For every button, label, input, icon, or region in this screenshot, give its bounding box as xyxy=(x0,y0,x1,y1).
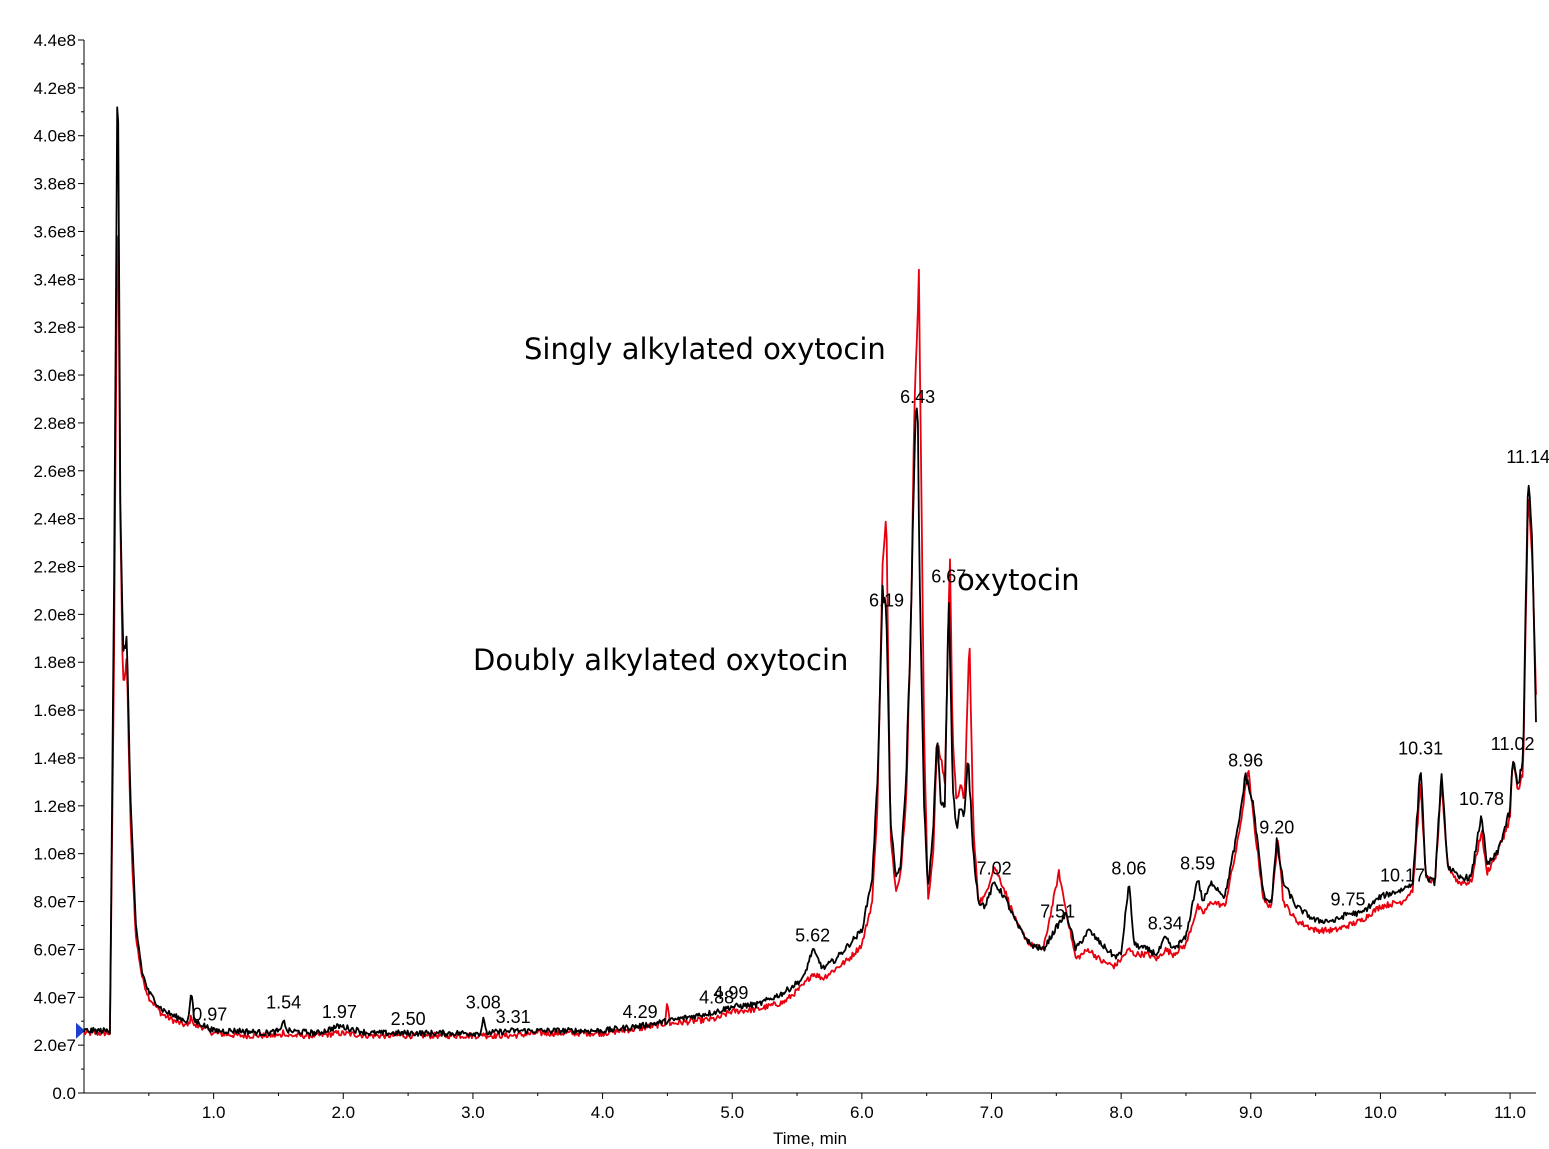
y-tick-label: 3.2e8 xyxy=(33,318,76,337)
y-tick-label: 2.4e8 xyxy=(33,510,76,529)
peak-label: 1.54 xyxy=(266,992,301,1012)
peak-label: 8.34 xyxy=(1148,913,1183,933)
y-tick-label: 3.6e8 xyxy=(33,222,76,241)
y-tick-label: 2.0e7 xyxy=(33,1036,76,1055)
x-tick-label: 3.0 xyxy=(461,1103,485,1122)
peak-label: 4.88 xyxy=(699,988,734,1008)
peak-label: 4.99 xyxy=(713,983,748,1003)
peak-labels: 0.97 1.54 1.97 2.50 3.083.31 4.29 4.884.99 5.62… xyxy=(192,387,1549,1029)
series-black-trace xyxy=(83,106,1537,1037)
peak-label: 11.02 xyxy=(1491,734,1535,754)
y-tick-label: 6.0e7 xyxy=(33,940,76,959)
y-tick-label: 1.4e8 xyxy=(33,749,76,768)
x-tick-label: 5.0 xyxy=(720,1103,744,1122)
x-tick-label: 4.0 xyxy=(591,1103,615,1122)
peak-label: 8.96 xyxy=(1228,751,1263,771)
y-tick-label: 2.6e8 xyxy=(33,462,76,481)
peak-label: 4.29 xyxy=(623,1002,658,1022)
y-tick-label: 4.4e8 xyxy=(33,31,76,50)
peak-label: 2.50 xyxy=(391,1009,426,1029)
peak-label: 11.14 xyxy=(1506,447,1549,467)
peak-label: 1.97 xyxy=(322,1002,357,1022)
annotations: Singly alkylated oxytocin oxytocin Doubly … xyxy=(473,332,1080,677)
y-tick-label: 3.4e8 xyxy=(33,270,76,289)
x-tick-label: 11.0 xyxy=(1494,1103,1526,1122)
x-axis-title: Time, min xyxy=(773,1129,847,1148)
peak-label: 3.08 xyxy=(466,992,501,1012)
y-tick-label: 0.0 xyxy=(52,1084,76,1103)
peak-label: 10.78 xyxy=(1459,789,1504,809)
peak-label: 8.06 xyxy=(1111,858,1146,878)
x-tick-label: 6.0 xyxy=(850,1103,874,1122)
y-tick-label: 1.2e8 xyxy=(33,797,76,816)
annotation-label: Singly alkylated oxytocin xyxy=(524,332,886,366)
y-tick-label: 1.6e8 xyxy=(33,701,76,720)
x-tick-label: 9.0 xyxy=(1239,1103,1263,1122)
start-marker xyxy=(76,1022,85,1039)
peak-label: 6.67 xyxy=(931,566,966,586)
series-layer xyxy=(83,106,1537,1040)
peak-label: 6.43 xyxy=(900,387,935,407)
y-tick-label: 3.0e8 xyxy=(33,366,76,385)
series-red-trace xyxy=(83,235,1537,1040)
peak-label: 8.59 xyxy=(1180,854,1215,874)
y-tick-label: 8.0e7 xyxy=(33,893,76,912)
peak-label: 9.20 xyxy=(1259,818,1294,838)
annotation-label: oxytocin xyxy=(957,563,1080,597)
axes: 0.0 2.0e7 4.0e7 6.0e7 8.0e7 1.0e8 1.2e8 1.4e8 1.… xyxy=(33,31,1536,1122)
y-tick-label: 3.8e8 xyxy=(33,175,76,194)
peak-label: 5.62 xyxy=(795,925,830,945)
peak-label: 7.51 xyxy=(1040,901,1075,921)
x-tick-label: 7.0 xyxy=(980,1103,1004,1122)
x-tick-label: 10.0 xyxy=(1364,1103,1397,1122)
x-tick-label: 2.0 xyxy=(331,1103,355,1122)
y-tick-label: 4.0e7 xyxy=(33,988,76,1007)
y-tick-label: 2.2e8 xyxy=(33,558,76,577)
annotation-label: Doubly alkylated oxytocin xyxy=(473,643,848,677)
peak-label: 7.02 xyxy=(977,858,1012,878)
y-tick-label: 1.0e8 xyxy=(33,845,76,864)
peak-label: 10.31 xyxy=(1398,739,1443,759)
x-tick-label: 8.0 xyxy=(1109,1103,1133,1122)
peak-label: 10.17 xyxy=(1380,866,1425,886)
y-tick-label: 4.0e8 xyxy=(33,127,76,146)
y-tick-label: 4.2e8 xyxy=(33,79,76,98)
y-tick-label: 1.8e8 xyxy=(33,653,76,672)
peak-label: 6.19 xyxy=(869,590,904,610)
x-tick-label: 1.0 xyxy=(202,1103,226,1122)
peak-label: 3.31 xyxy=(496,1007,531,1027)
y-tick-label: 2.0e8 xyxy=(33,605,76,624)
peak-label: 0.97 xyxy=(192,1005,227,1025)
y-tick-label: 2.8e8 xyxy=(33,414,76,433)
peak-label: 9.75 xyxy=(1330,890,1365,910)
